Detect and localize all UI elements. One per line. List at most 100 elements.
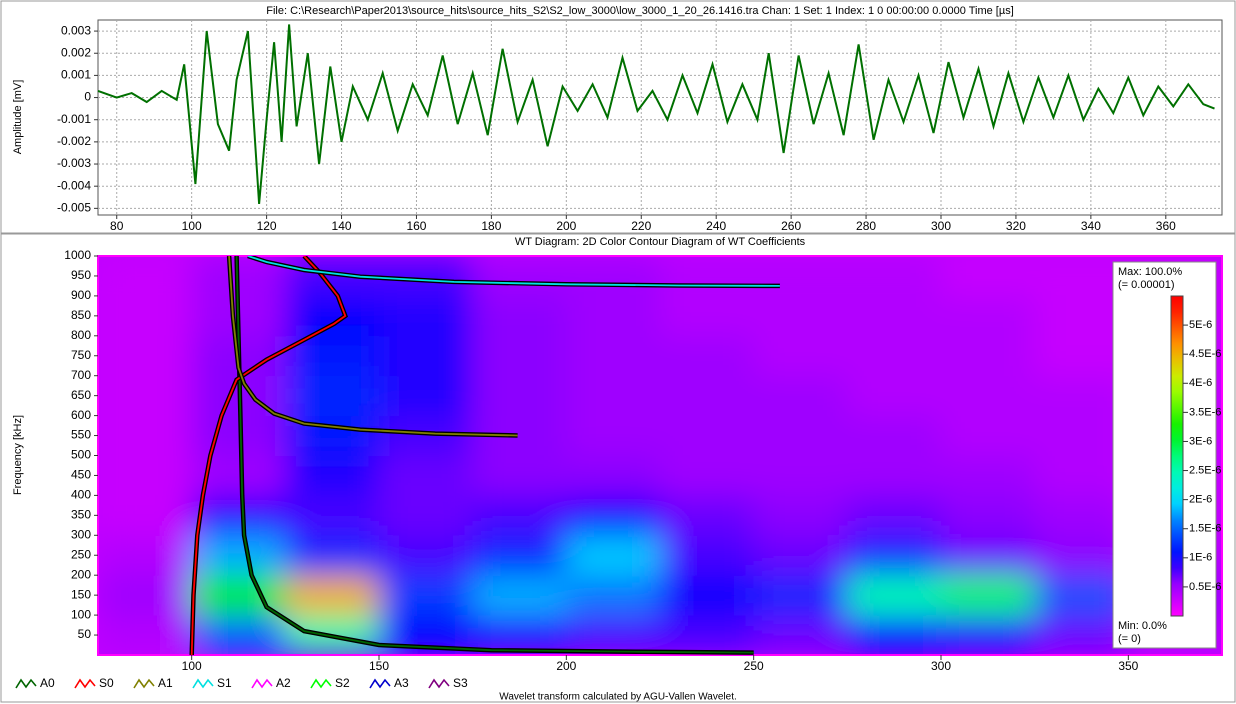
legend-label: A1	[158, 676, 173, 690]
y-tick-label: -0.001	[57, 112, 91, 126]
contour-cell	[379, 535, 474, 576]
contour-cell	[660, 375, 755, 417]
x-tick-label: 200	[556, 219, 576, 233]
contour-cell	[285, 575, 380, 616]
contour-cell	[379, 256, 474, 297]
colorbar-max-value: (= 0.00001)	[1118, 279, 1175, 291]
top-panel	[0, 0, 1236, 234]
contour-cell	[753, 335, 848, 377]
contour-cell	[566, 256, 661, 297]
legend-label: A3	[394, 676, 409, 690]
y-tick-label: 700	[71, 368, 91, 382]
contour-cell	[566, 375, 661, 417]
contour-cell	[566, 335, 661, 377]
contour-cell	[191, 495, 286, 536]
contour-cell	[472, 495, 567, 536]
x-tick-label: 280	[856, 219, 876, 233]
contour-cell	[472, 575, 567, 616]
contour-cell	[566, 495, 661, 536]
plot-frame	[97, 19, 1223, 216]
contour-cell	[847, 535, 942, 576]
contour-cell	[941, 335, 1036, 377]
footer: Wavelet transform calculated by AGU-Vall…	[499, 692, 737, 703]
contour-cell	[566, 455, 661, 496]
x-tick-label: 150	[369, 659, 389, 673]
y-tick-label: 550	[71, 428, 91, 442]
contour-cell	[941, 375, 1036, 417]
contour-cell	[285, 495, 380, 536]
contour-cell	[98, 535, 193, 576]
y-tick-label: 1000	[64, 248, 91, 262]
contour-cell	[660, 575, 755, 616]
contour-cell	[941, 495, 1036, 536]
bottom-title: WT Diagram: 2D Color Contour Diagram of …	[515, 236, 806, 248]
colorbar-tick-label: 2E-6	[1189, 494, 1212, 506]
x-tick-label: 220	[631, 219, 651, 233]
colorbar-tick-label: 4E-6	[1189, 377, 1212, 389]
contour-cell	[285, 375, 380, 417]
bottom-panel	[0, 233, 1236, 703]
contour-cell	[98, 256, 193, 297]
contour-cell	[379, 335, 474, 377]
contour-cell	[660, 256, 755, 297]
contour-cell	[379, 495, 474, 536]
contour-area	[98, 256, 1222, 655]
contour-cell	[472, 295, 567, 337]
y-tick-label: 0.001	[61, 68, 91, 82]
x-tick-label: 300	[931, 219, 951, 233]
waveform-line	[97, 24, 1215, 204]
x-tick-label: 200	[556, 659, 576, 673]
colorbar-tick-label: 1.5E-6	[1189, 523, 1221, 535]
x-tick-label: 160	[406, 219, 426, 233]
contour-cell	[660, 455, 755, 496]
contour-cell	[566, 615, 661, 655]
contour-cell	[660, 615, 755, 655]
x-tick-label: 180	[481, 219, 501, 233]
contour-cell	[847, 256, 942, 297]
contour-cell	[660, 335, 755, 377]
contour-cell	[941, 535, 1036, 576]
contour-cell	[753, 615, 848, 655]
contour-cell	[472, 535, 567, 576]
y-tick-label: 800	[71, 328, 91, 342]
y-tick-label: 200	[71, 567, 91, 581]
contour-cell	[753, 455, 848, 496]
colorbar-tick-label: 2.5E-6	[1189, 464, 1221, 476]
contour-cell	[379, 575, 474, 616]
y-tick-label: 50	[78, 627, 92, 641]
legend-icon	[192, 678, 214, 689]
contour-cell	[753, 415, 848, 456]
legend-icon	[133, 678, 155, 689]
y-tick-label: 950	[71, 268, 91, 282]
contour-cell	[379, 295, 474, 337]
x-tick-label: 140	[332, 219, 352, 233]
contour-cell	[941, 415, 1036, 456]
contour-cell	[753, 495, 848, 536]
contour-cell	[98, 495, 193, 536]
y-axis-label: Frequency [kHz]	[12, 415, 24, 495]
contour-cell	[285, 295, 380, 337]
contour-cell	[191, 535, 286, 576]
contour-cell	[379, 375, 474, 417]
legend-label: S0	[99, 676, 114, 690]
y-tick-label: 0.002	[61, 45, 91, 59]
contour-cell	[847, 375, 942, 417]
contour-cell	[98, 455, 193, 496]
contour-cell	[753, 375, 848, 417]
dispersion-curve	[190, 256, 347, 655]
contour-cell	[472, 256, 567, 297]
colorbar	[1170, 295, 1184, 617]
colorbar-min: Min: 0.0%	[1118, 620, 1167, 632]
legend-icon	[15, 678, 37, 689]
contour-cell	[753, 535, 848, 576]
contour-cell	[847, 455, 942, 496]
y-tick-label: 650	[71, 388, 91, 402]
colorbar-tick-label: 3.5E-6	[1189, 406, 1221, 418]
contour-cell	[753, 575, 848, 616]
contour-cell	[566, 535, 661, 576]
contour-cell	[847, 335, 942, 377]
x-tick-label: 360	[1156, 219, 1176, 233]
y-tick-label: 150	[71, 587, 91, 601]
legend-icon	[310, 678, 332, 689]
contour-cell	[98, 575, 193, 616]
